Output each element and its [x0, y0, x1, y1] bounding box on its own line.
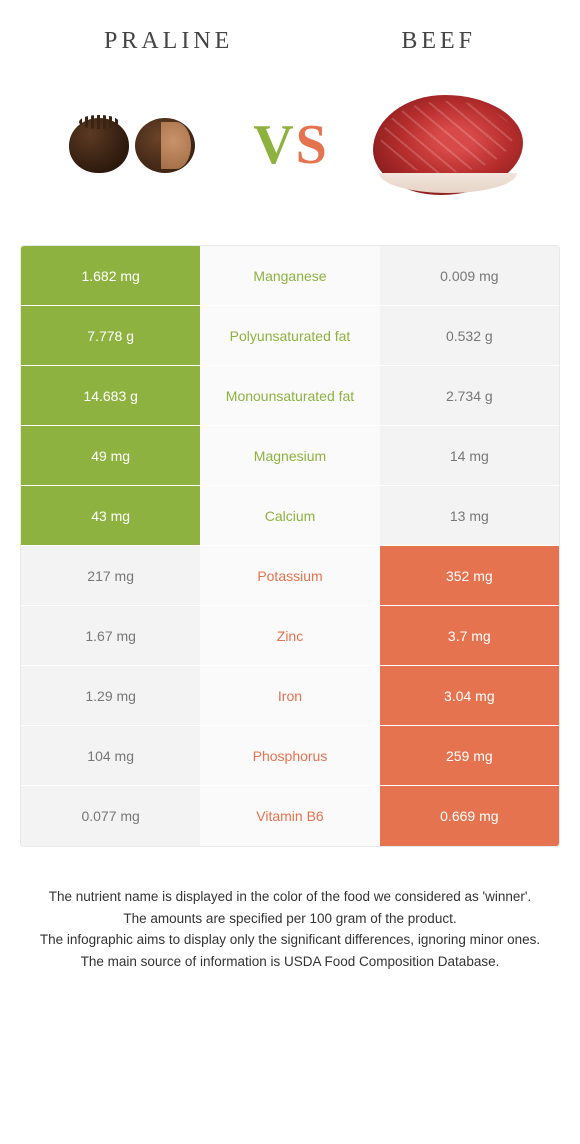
nutrient-name-cell: Potassium — [200, 546, 379, 605]
left-value-cell: 104 mg — [21, 726, 200, 785]
nutrient-name-cell: Magnesium — [200, 426, 379, 485]
right-value-cell: 2.734 g — [380, 366, 559, 425]
header-row: Praline Beef — [0, 0, 580, 65]
table-row: 1.682 mgManganese0.009 mg — [21, 246, 559, 306]
praline-truffle-cut-icon — [135, 118, 195, 173]
right-food-title: Beef — [401, 28, 476, 55]
right-value-cell: 3.04 mg — [380, 666, 559, 725]
right-value-cell: 14 mg — [380, 426, 559, 485]
table-row: 1.67 mgZinc3.7 mg — [21, 606, 559, 666]
nutrient-name-cell: Zinc — [200, 606, 379, 665]
nutrient-name-cell: Vitamin B6 — [200, 786, 379, 846]
nutrient-name-cell: Monounsaturated fat — [200, 366, 379, 425]
praline-image — [20, 85, 243, 205]
table-row: 104 mgPhosphorus259 mg — [21, 726, 559, 786]
left-value-cell: 43 mg — [21, 486, 200, 545]
vs-row: VS — [0, 65, 580, 245]
comparison-table: 1.682 mgManganese0.009 mg7.778 gPolyunsa… — [20, 245, 560, 847]
table-row: 7.778 gPolyunsaturated fat0.532 g — [21, 306, 559, 366]
nutrient-name-cell: Calcium — [200, 486, 379, 545]
nutrient-name-cell: Polyunsaturated fat — [200, 306, 379, 365]
left-value-cell: 1.29 mg — [21, 666, 200, 725]
right-value-cell: 0.669 mg — [380, 786, 559, 846]
table-row: 49 mgMagnesium14 mg — [21, 426, 559, 486]
nutrient-name-cell: Phosphorus — [200, 726, 379, 785]
left-value-cell: 217 mg — [21, 546, 200, 605]
right-value-cell: 0.009 mg — [380, 246, 559, 305]
left-value-cell: 7.778 g — [21, 306, 200, 365]
table-row: 14.683 gMonounsaturated fat2.734 g — [21, 366, 559, 426]
right-value-cell: 352 mg — [380, 546, 559, 605]
footnote-line: The infographic aims to display only the… — [30, 930, 550, 950]
beef-image — [337, 85, 560, 205]
nutrient-name-cell: Manganese — [200, 246, 379, 305]
right-value-cell: 13 mg — [380, 486, 559, 545]
footnote-line: The main source of information is USDA F… — [30, 952, 550, 972]
footnote-line: The amounts are specified per 100 gram o… — [30, 909, 550, 929]
right-value-cell: 259 mg — [380, 726, 559, 785]
left-value-cell: 49 mg — [21, 426, 200, 485]
left-value-cell: 1.67 mg — [21, 606, 200, 665]
nutrient-name-cell: Iron — [200, 666, 379, 725]
vs-label: VS — [253, 113, 327, 177]
left-food-title: Praline — [104, 28, 233, 55]
right-value-cell: 3.7 mg — [380, 606, 559, 665]
footnotes: The nutrient name is displayed in the co… — [0, 847, 580, 993]
left-value-cell: 14.683 g — [21, 366, 200, 425]
beef-steak-icon — [373, 95, 523, 195]
left-value-cell: 0.077 mg — [21, 786, 200, 846]
vs-s: S — [296, 113, 327, 177]
left-value-cell: 1.682 mg — [21, 246, 200, 305]
table-row: 0.077 mgVitamin B60.669 mg — [21, 786, 559, 846]
table-row: 1.29 mgIron3.04 mg — [21, 666, 559, 726]
praline-truffle-whole-icon — [69, 118, 129, 173]
table-row: 217 mgPotassium352 mg — [21, 546, 559, 606]
vs-v: V — [253, 113, 293, 177]
table-row: 43 mgCalcium13 mg — [21, 486, 559, 546]
right-value-cell: 0.532 g — [380, 306, 559, 365]
footnote-line: The nutrient name is displayed in the co… — [30, 887, 550, 907]
